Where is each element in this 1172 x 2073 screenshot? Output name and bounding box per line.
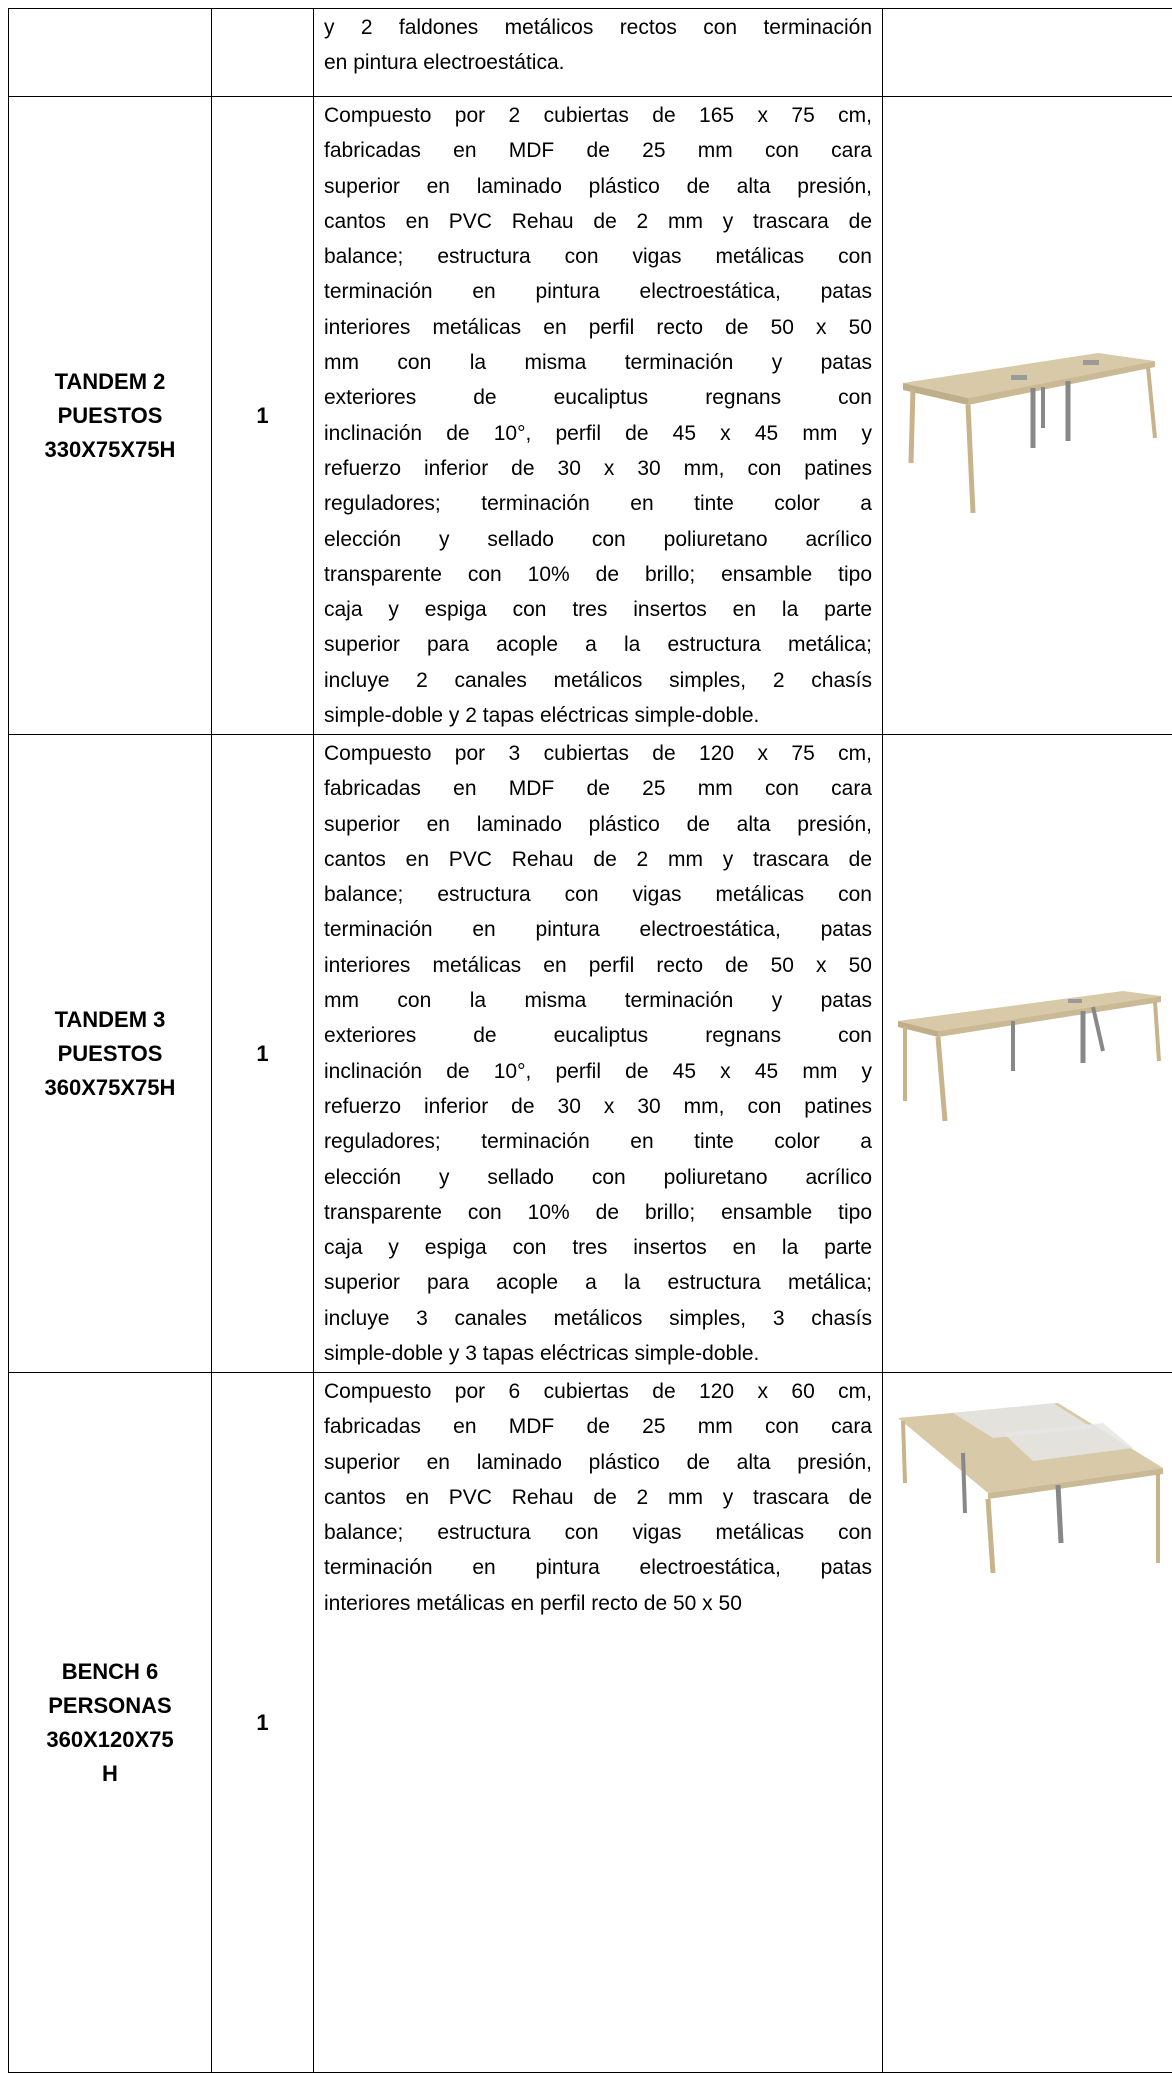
- description-line: y 2 faldones metálicos rectos con termin…: [324, 10, 872, 45]
- description-line: exteriores de eucaliptus regnans con: [324, 380, 872, 415]
- product-image: [893, 1373, 1163, 1573]
- description-line: fabricadas en MDF de 25 mm con cara: [324, 133, 872, 168]
- table-row: y 2 faldones metálicos rectos con termin…: [9, 9, 1172, 97]
- product-cell: TANDEM 3 PUESTOS 360X75X75H: [9, 735, 212, 1373]
- image-cell: [883, 9, 1172, 97]
- description-line: superior para acople a la estructura met…: [324, 1265, 872, 1300]
- description-cell: Compuesto por 2 cubiertas de 165 x 75 cm…: [314, 97, 883, 735]
- product-cell: TANDEM 2 PUESTOS 330X75X75H: [9, 97, 212, 735]
- table-body: y 2 faldones metálicos rectos con termin…: [9, 9, 1172, 2073]
- description-line: inclinación de 10°, perfil de 45 x 45 mm…: [324, 1054, 872, 1089]
- description-cell: Compuesto por 3 cubiertas de 120 x 75 cm…: [314, 735, 883, 1373]
- description-line: cantos en PVC Rehau de 2 mm y trascara d…: [324, 1480, 872, 1515]
- description-line: terminación en pintura electroestática, …: [324, 912, 872, 947]
- description-line: incluye 3 canales metálicos simples, 3 c…: [324, 1301, 872, 1336]
- description-line: interiores metálicas en perfil recto de …: [324, 948, 872, 983]
- description-line: caja y espiga con tres insertos en la pa…: [324, 1230, 872, 1265]
- description-line: elección y sellado con poliuretano acríl…: [324, 1160, 872, 1195]
- description-line: en pintura electroestática.: [324, 45, 872, 80]
- description-line: Compuesto por 3 cubiertas de 120 x 75 cm…: [324, 736, 872, 771]
- description-cell: y 2 faldones metálicos rectos con termin…: [314, 9, 883, 97]
- description-line: simple-doble y 3 tapas eléctricas simple…: [324, 1336, 872, 1371]
- description-line: cantos en PVC Rehau de 2 mm y trascara d…: [324, 204, 872, 239]
- description-line: superior en laminado plástico de alta pr…: [324, 169, 872, 204]
- description-line: inclinación de 10°, perfil de 45 x 45 mm…: [324, 416, 872, 451]
- description-line: Compuesto por 2 cubiertas de 165 x 75 cm…: [324, 98, 872, 133]
- description-line: transparente con 10% de brillo; ensamble…: [324, 1195, 872, 1230]
- description-line: reguladores; terminación en tinte color …: [324, 486, 872, 521]
- product-image: [893, 951, 1163, 1151]
- product-cell: BENCH 6 PERSONAS 360X120X75 H: [9, 1373, 212, 2073]
- description-line: superior en laminado plástico de alta pr…: [324, 807, 872, 842]
- furniture-table: y 2 faldones metálicos rectos con termin…: [8, 8, 1172, 2073]
- description-line: balance; estructura con vigas metálicas …: [324, 1515, 872, 1550]
- image-cell: [883, 1373, 1172, 2073]
- product-image: [893, 313, 1163, 513]
- description-line: refuerzo inferior de 30 x 30 mm, con pat…: [324, 1089, 872, 1124]
- page-body: y 2 faldones metálicos rectos con termin…: [0, 0, 1172, 1629]
- description-line: balance; estructura con vigas metálicas …: [324, 877, 872, 912]
- quantity-cell: 1: [212, 97, 314, 735]
- description-line: interiores metálicas en perfil recto de …: [324, 1586, 872, 1621]
- description-line: fabricadas en MDF de 25 mm con cara: [324, 1409, 872, 1444]
- quantity-cell: [212, 9, 314, 97]
- description-line: Compuesto por 6 cubiertas de 120 x 60 cm…: [324, 1374, 872, 1409]
- description-line: balance; estructura con vigas metálicas …: [324, 239, 872, 274]
- quantity-cell: 1: [212, 735, 314, 1373]
- description-line: simple-doble y 2 tapas eléctricas simple…: [324, 698, 872, 733]
- description-line: caja y espiga con tres insertos en la pa…: [324, 592, 872, 627]
- description-cell: Compuesto por 6 cubiertas de 120 x 60 cm…: [314, 1373, 883, 2073]
- image-cell: [883, 97, 1172, 735]
- product-cell: [9, 9, 212, 97]
- description-line: terminación en pintura electroestática, …: [324, 274, 872, 309]
- description-line: superior en laminado plástico de alta pr…: [324, 1445, 872, 1480]
- description-line: mm con la misma terminación y patas: [324, 345, 872, 380]
- description-line: mm con la misma terminación y patas: [324, 983, 872, 1018]
- description-line: reguladores; terminación en tinte color …: [324, 1124, 872, 1159]
- image-cell: [883, 735, 1172, 1373]
- description-line: interiores metálicas en perfil recto de …: [324, 310, 872, 345]
- description-line: exteriores de eucaliptus regnans con: [324, 1018, 872, 1053]
- page: Tabla de mobiliario {"table": {"rows": […: [0, 0, 1172, 1629]
- description-line: elección y sellado con poliuretano acríl…: [324, 522, 872, 557]
- description-line: transparente con 10% de brillo; ensamble…: [324, 557, 872, 592]
- description-line: superior para acople a la estructura met…: [324, 627, 872, 662]
- description-line: fabricadas en MDF de 25 mm con cara: [324, 771, 872, 806]
- description-line: incluye 2 canales metálicos simples, 2 c…: [324, 663, 872, 698]
- quantity-cell: 1: [212, 1373, 314, 2073]
- description-line: cantos en PVC Rehau de 2 mm y trascara d…: [324, 842, 872, 877]
- description-line: terminación en pintura electroestática, …: [324, 1550, 872, 1585]
- description-line: refuerzo inferior de 30 x 30 mm, con pat…: [324, 451, 872, 486]
